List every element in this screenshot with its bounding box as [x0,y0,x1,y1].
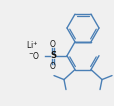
Text: S: S [50,51,56,60]
Text: Li$^{+}$: Li$^{+}$ [26,39,38,51]
Text: $^{-}$O: $^{-}$O [27,50,40,61]
Text: O: O [50,40,55,49]
Text: O: O [50,62,55,71]
